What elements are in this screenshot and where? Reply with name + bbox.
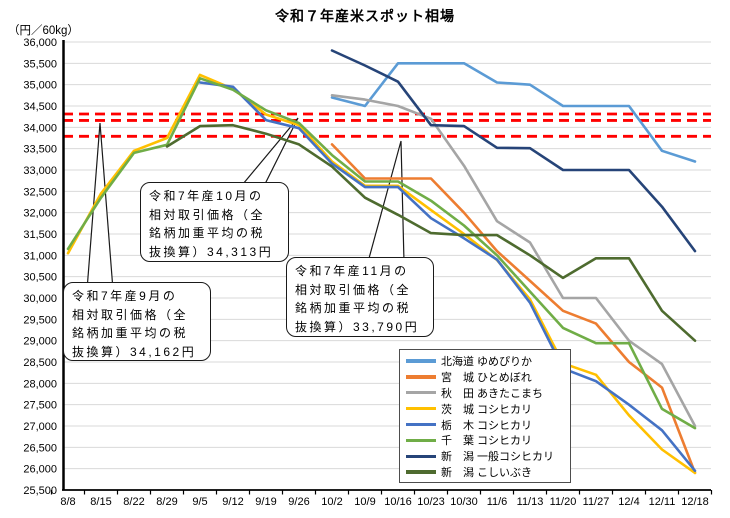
legend-line-swatch [406, 438, 436, 443]
legend-label: 北海道 ゆめぴりか [441, 355, 533, 368]
annotation-line: 銘柄加重平均の税 [72, 326, 189, 340]
series-line [330, 62, 697, 163]
annotation-november-price: 令和7年産11月の 相対取引価格（全 銘柄加重平均の税 抜換算）33,790円 [286, 257, 434, 337]
y-axis-tick-label: 33,000 [23, 165, 57, 177]
y-axis-tick-label: 28,000 [23, 378, 57, 390]
y-axis-tick-label: 28,500 [23, 357, 57, 369]
x-axis-tick-label: 9/26 [288, 496, 309, 508]
y-axis-tick-label: 29,000 [23, 336, 57, 348]
series-line [330, 49, 697, 253]
x-axis-tick-label: 12/4 [618, 496, 639, 508]
y-axis-tick-label: 29,500 [23, 314, 57, 326]
y-axis-tick-label: 34,000 [23, 122, 57, 134]
annotation-line: 令和7年産11月の [295, 264, 409, 278]
y-axis-tick-label: 25,500 [23, 485, 57, 497]
x-axis-tick-label: 8/8 [60, 496, 75, 508]
x-axis-tick-label: 12/11 [649, 496, 676, 508]
annotation-line: 抜換算）33,790円 [295, 319, 420, 334]
legend-line-swatch [406, 406, 436, 411]
x-axis-tick-label: 11/13 [517, 496, 544, 508]
annotation-line: 相対取引価格（全 [72, 307, 189, 322]
y-axis-tick-label: 27,500 [23, 400, 57, 412]
legend-label: 栃 木 コシヒカリ [441, 419, 533, 432]
y-axis-tick-label: 32,500 [23, 186, 57, 198]
legend-label: 新 潟 一般コシヒカリ [441, 451, 555, 464]
annotation-line: 令和7年産10月の [149, 189, 264, 203]
legend-line-swatch [406, 359, 436, 363]
y-axis-tick-label: 35,500 [23, 58, 57, 70]
y-axis-tick-label: 36,000 [23, 37, 57, 49]
y-axis-tick-label: 31,500 [23, 229, 57, 241]
x-axis-tick-label: 9/19 [255, 496, 276, 508]
x-axis-tick-label: 10/16 [384, 496, 412, 508]
chart-title: 令和７年産米スポット相場 [275, 8, 455, 24]
legend-line-swatch [406, 422, 436, 427]
legend: 北海道 ゆめぴりか宮 城 ひとめぼれ秋 田 あきたこまち茨 城 コシヒカリ栃 木… [399, 349, 571, 484]
legend-item: 茨 城 コシヒカリ [406, 401, 565, 417]
legend-item: 千 葉 コシヒカリ [406, 432, 565, 448]
legend-line-swatch [406, 454, 436, 459]
legend-item: 秋 田 あきたこまち [406, 385, 565, 401]
y-axis-tick-label: 35,000 [23, 80, 57, 92]
annotation-line: 抜換算）34,162円 [72, 344, 197, 359]
y-axis-tick-label: 33,500 [23, 144, 57, 156]
x-axis-tick-label: 10/30 [450, 496, 478, 508]
annotation-line: 令和7年産9月の [72, 289, 178, 303]
x-axis-tick-label: 10/9 [354, 496, 375, 508]
x-axis-tick-label: 12/18 [681, 496, 709, 508]
x-axis-tick-label: 11/20 [550, 496, 577, 508]
y-axis-unit-label: （円／60kg） [8, 25, 79, 37]
legend-item: 宮 城 ひとめぼれ [406, 369, 565, 385]
x-axis-tick-label: 10/23 [417, 496, 445, 508]
series-line [165, 123, 697, 342]
annotation-line: 相対取引価格（全 [295, 282, 412, 297]
series-line [66, 77, 697, 430]
annotation-september-price: 令和7年産9月の 相対取引価格（全 銘柄加重平均の税 抜換算）34,162円 [63, 282, 211, 361]
series-line [330, 143, 697, 475]
legend-line-swatch [406, 390, 436, 395]
y-axis-tick-label: 26,500 [23, 442, 57, 454]
annotation-line: 抜換算）34,313円 [149, 244, 274, 259]
legend-label: 新 潟 こしいぶき [441, 467, 533, 480]
legend-item: 新 潟 一般コシヒカリ [406, 448, 565, 464]
y-axis-tick-label: 30,000 [23, 293, 57, 305]
x-axis-tick-label: 10/2 [321, 496, 342, 508]
legend-item: 北海道 ゆめぴりか [406, 353, 565, 369]
x-axis-tick-label: 9/12 [222, 496, 243, 508]
x-axis-tick-label: 11/6 [487, 496, 508, 508]
legend-line-swatch [406, 470, 436, 474]
annotation-line: 相対取引価格（全 [149, 207, 266, 222]
legend-label: 秋 田 あきたこまち [441, 387, 544, 400]
legend-entries: 北海道 ゆめぴりか宮 城 ひとめぼれ秋 田 あきたこまち茨 城 コシヒカリ栃 木… [406, 353, 565, 480]
annotation-october-price: 令和7年産10月の 相対取引価格（全 銘柄加重平均の税 抜換算）34,313円 [140, 182, 289, 262]
annotation-line: 銘柄加重平均の税 [295, 301, 412, 315]
x-axis-tick-label: 8/29 [156, 496, 177, 508]
y-axis-tick-label: 26,000 [23, 464, 57, 476]
y-axis-tick-label: 34,500 [23, 101, 57, 113]
legend-item: 栃 木 コシヒカリ [406, 417, 565, 433]
y-axis-tick-label: 30,500 [23, 272, 57, 284]
y-axis-tick-label: 32,000 [23, 208, 57, 220]
legend-label: 茨 城 コシヒカリ [441, 403, 533, 416]
x-axis-tick-label: 8/15 [90, 496, 111, 508]
y-axis-tick-label: 27,000 [23, 421, 57, 433]
legend-label: 宮 城 ひとめぼれ [441, 371, 532, 384]
y-axis-tick-label: 31,000 [23, 250, 57, 262]
annotation-line: 銘柄加重平均の税 [149, 226, 266, 240]
series-line [330, 94, 697, 428]
series-line [198, 81, 697, 473]
legend-item: 新 潟 こしいぶき [406, 464, 565, 480]
x-axis-tick-label: 9/5 [192, 496, 207, 508]
legend-line-swatch [406, 375, 436, 379]
x-axis-tick-label: 11/27 [583, 496, 610, 508]
x-axis-tick-label: 8/22 [123, 496, 144, 508]
annotation-pointer [86, 122, 114, 291]
legend-label: 千 葉 コシヒカリ [441, 435, 533, 448]
